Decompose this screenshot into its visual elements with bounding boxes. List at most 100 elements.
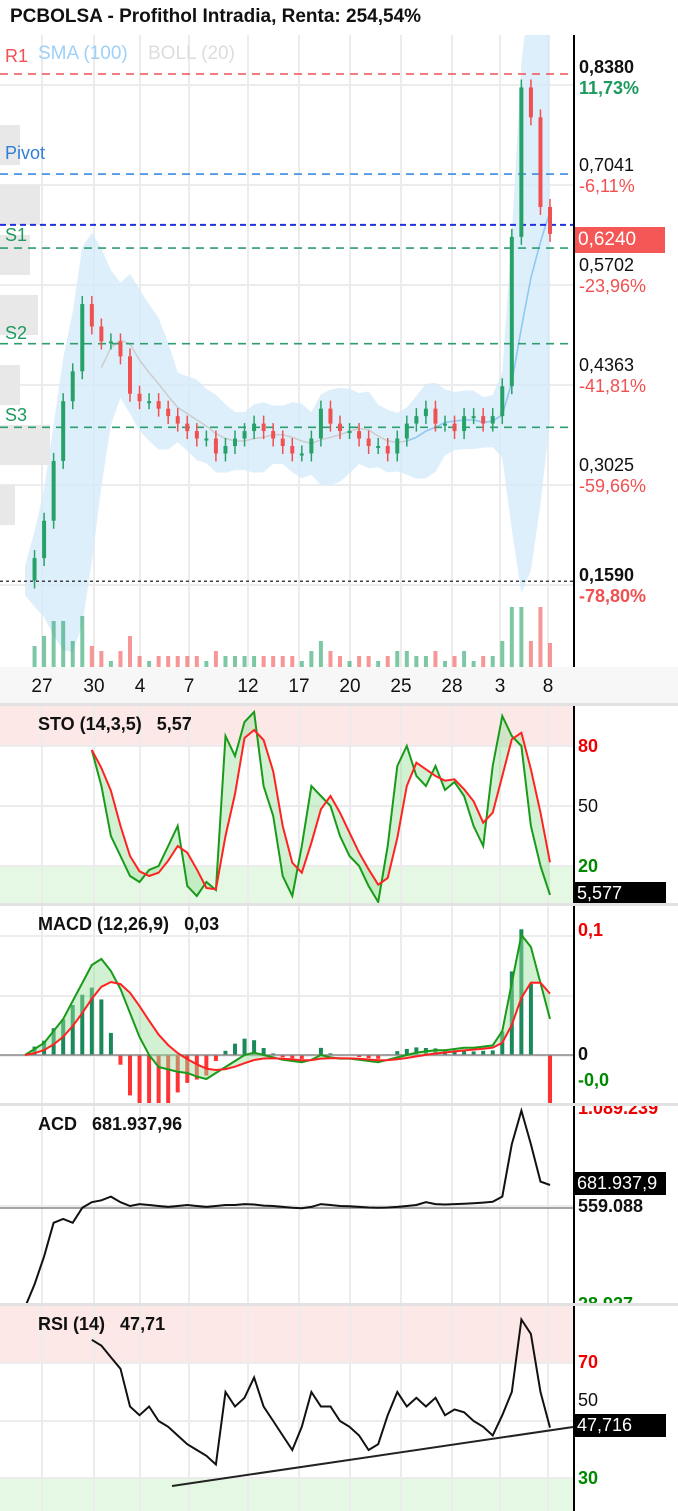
volume-bar [214, 651, 218, 667]
sto-value-tag: 5,577 [574, 882, 666, 905]
price-axis-label: 0,4363-41,81% [579, 355, 646, 397]
volume-profile-bar [0, 185, 40, 225]
candle-body [491, 416, 495, 423]
volume-bar [309, 651, 313, 667]
macd-line [25, 935, 550, 1079]
volume-bar [414, 656, 418, 667]
volume-profile-bar [0, 425, 50, 465]
sto-level-80: 80 [578, 736, 598, 757]
candle-body [233, 439, 237, 446]
volume-bar [281, 656, 285, 667]
volume-profile-bar [0, 485, 15, 525]
volume-bar [405, 651, 409, 667]
macd-fill [25, 935, 550, 1079]
pivot-label: Pivot [5, 143, 45, 164]
sto-chart [0, 706, 678, 906]
price-pane[interactable]: R1 SMA (100) BOLL (20) Pivot S1 S2 S3 0,… [0, 35, 678, 667]
candle-body [529, 87, 533, 117]
candle-body [309, 439, 313, 454]
candle-body [443, 424, 447, 426]
macd-histogram-bar [548, 1055, 552, 1106]
rsi-level-70: 70 [578, 1352, 598, 1373]
candle-body [138, 394, 142, 401]
acd-label: ACD 681.937,96 [38, 1114, 182, 1135]
rsi-level-50: 50 [578, 1390, 598, 1411]
macd-histogram-bar [128, 1055, 132, 1095]
acd-pane[interactable]: ACD 681.937,96 1.089.239 559.088 28.927 … [0, 1103, 678, 1303]
candle-body [548, 207, 552, 234]
volume-profile-bar [0, 365, 20, 405]
candle-body [424, 409, 428, 416]
acd-level-top: 1.089.239 [578, 1103, 658, 1119]
volume-bar [357, 656, 361, 667]
volume-bar [71, 641, 75, 667]
rsi-label: RSI (14) 47,71 [38, 1314, 165, 1335]
price-axis-label: 0,1590-78,80% [579, 565, 646, 607]
rsi-pane[interactable]: RSI (14) 47,71 70 50 30 47,716 [0, 1303, 678, 1508]
candle-body [376, 446, 380, 448]
candle-body [271, 431, 275, 438]
acd-value-tag: 681.937,9 [574, 1172, 666, 1195]
candle-body [472, 416, 476, 418]
candle-body [80, 304, 84, 371]
volume-bar [548, 643, 552, 667]
volume-bar [138, 656, 142, 667]
macd-level-zero: 0 [578, 1044, 588, 1065]
candle-body [109, 341, 113, 343]
candle-body [42, 521, 46, 558]
volume-bar [367, 656, 371, 667]
volume-bar [453, 656, 457, 667]
rsi-level-30: 30 [578, 1468, 598, 1489]
candle-body [386, 446, 390, 453]
acd-level-bottom: 28.927 [578, 1294, 633, 1303]
candle-body [338, 424, 342, 431]
volume-bar [195, 656, 199, 667]
macd-pane[interactable]: MACD (12,26,9) 0,03 0,1 0 -0,0 [0, 903, 678, 1103]
candle-body [252, 424, 256, 431]
macd-histogram-bar [109, 1033, 113, 1055]
candle-body [147, 401, 151, 403]
volume-bar [52, 621, 56, 667]
candle-body [99, 326, 103, 341]
candle-body [500, 386, 504, 416]
volume-bar [328, 651, 332, 667]
candle-body [433, 409, 437, 424]
candle-body [166, 409, 170, 416]
candle-body [519, 87, 523, 236]
candle-body [214, 439, 218, 454]
x-axis-label: 28 [441, 676, 462, 698]
acd-level-mid: 559.088 [578, 1196, 643, 1217]
candle-body [61, 401, 65, 461]
candle-body [510, 237, 514, 386]
x-axis-label: 8 [543, 676, 554, 698]
legend-r1: R1 [5, 46, 28, 67]
candle-body [281, 439, 285, 446]
legend-sma: SMA (100) [38, 43, 128, 65]
volume-bar [491, 656, 495, 667]
candle-body [414, 416, 418, 423]
chart-title: PCBOLSA - Profithol Intradia, Renta: 254… [10, 6, 421, 28]
price-axis-label: 0,7041-6,11% [579, 155, 635, 197]
candle-body [300, 453, 304, 455]
candle-body [118, 341, 122, 356]
price-axis-label: 0,5702-23,96% [579, 255, 646, 297]
candle-body [538, 117, 542, 207]
candle-body [319, 409, 323, 439]
volume-bar [243, 656, 247, 667]
volume-bar [233, 656, 237, 667]
candle-body [33, 558, 37, 580]
candle-body [367, 439, 371, 446]
x-axis-label: 25 [390, 676, 411, 698]
macd-label: MACD (12,26,9) 0,03 [38, 914, 219, 935]
volume-bar [462, 651, 466, 667]
volume-bar [290, 656, 294, 667]
rsi-chart [0, 1306, 678, 1511]
volume-bar [338, 656, 342, 667]
macd-histogram-bar [138, 1055, 142, 1106]
volume-bar [90, 646, 94, 667]
candle-body [195, 431, 199, 438]
sto-pane[interactable]: STO (14,3,5) 5,57 80 50 20 5,577 [0, 703, 678, 903]
candle-body [405, 424, 409, 439]
price-chart [0, 35, 678, 667]
x-axis-label: 17 [288, 676, 309, 698]
